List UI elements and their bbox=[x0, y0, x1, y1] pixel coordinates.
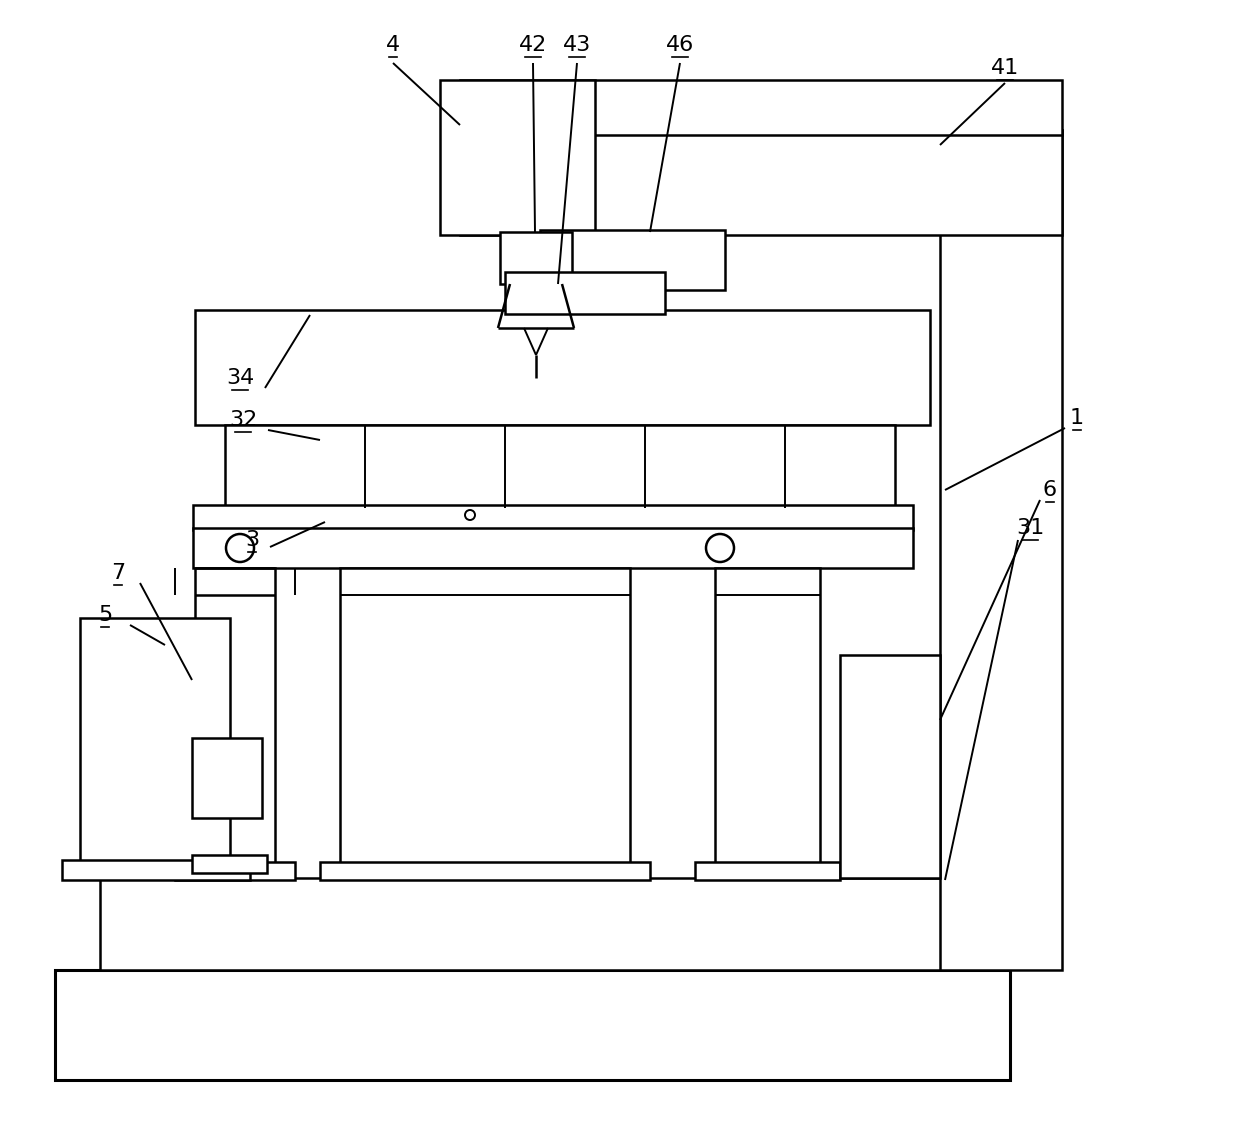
Bar bbox=[175, 861, 295, 880]
Bar bbox=[62, 860, 250, 880]
Bar bbox=[193, 505, 913, 530]
Bar bbox=[192, 855, 267, 873]
Bar bbox=[839, 655, 940, 878]
Bar bbox=[224, 424, 895, 508]
Text: 4: 4 bbox=[386, 35, 401, 54]
Text: 32: 32 bbox=[229, 410, 257, 430]
Bar bbox=[100, 878, 955, 970]
Bar bbox=[694, 861, 839, 880]
Text: 1: 1 bbox=[1070, 407, 1084, 428]
Bar bbox=[193, 528, 913, 568]
Circle shape bbox=[226, 533, 254, 562]
Text: 34: 34 bbox=[226, 368, 254, 388]
Bar bbox=[195, 310, 930, 424]
Text: 6: 6 bbox=[1043, 480, 1056, 501]
Bar bbox=[505, 272, 665, 314]
Bar bbox=[440, 79, 595, 235]
Bar bbox=[81, 617, 229, 875]
Bar bbox=[192, 738, 262, 818]
Bar bbox=[320, 861, 650, 880]
Text: 46: 46 bbox=[666, 35, 694, 54]
Text: 42: 42 bbox=[518, 35, 547, 54]
Bar bbox=[340, 568, 630, 878]
Circle shape bbox=[465, 510, 475, 520]
Bar bbox=[195, 568, 275, 878]
Bar bbox=[500, 232, 572, 284]
Circle shape bbox=[706, 533, 734, 562]
Bar bbox=[460, 131, 1061, 235]
Text: 43: 43 bbox=[563, 35, 591, 54]
Text: 3: 3 bbox=[246, 530, 259, 550]
Text: 5: 5 bbox=[98, 605, 112, 625]
Bar bbox=[539, 230, 725, 291]
Bar bbox=[940, 131, 1061, 970]
Text: 41: 41 bbox=[991, 58, 1019, 78]
Bar bbox=[715, 568, 820, 878]
Text: 7: 7 bbox=[110, 563, 125, 583]
Bar bbox=[460, 79, 1061, 135]
Text: 31: 31 bbox=[1016, 518, 1044, 538]
Bar bbox=[55, 970, 1011, 1081]
